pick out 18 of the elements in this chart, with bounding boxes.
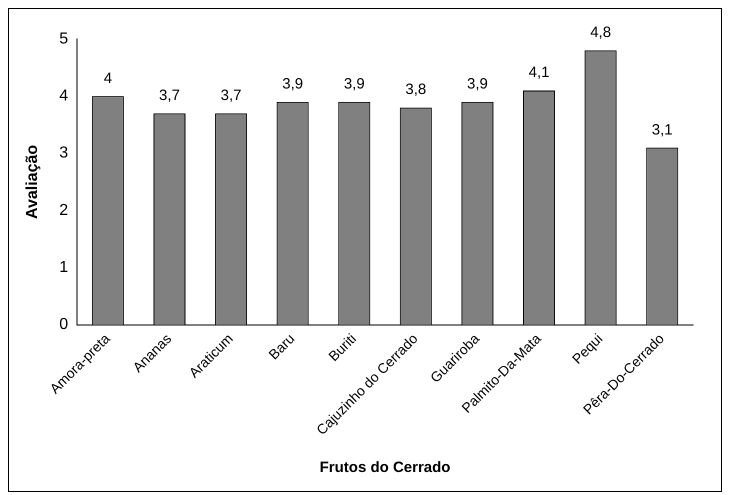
data-label: 3,8 xyxy=(405,81,426,98)
y-tick-label: 3 xyxy=(59,144,68,162)
y-tick-label: 1 xyxy=(59,259,68,276)
data-label: 3,1 xyxy=(652,121,673,138)
y-axis-title: Avaliação xyxy=(24,144,42,219)
data-label: 4,8 xyxy=(590,24,612,42)
data-label: 3,9 xyxy=(344,76,365,93)
y-tick-label: 0 xyxy=(59,316,68,334)
y-tick-label: 5 xyxy=(59,30,68,48)
x-axis-title: Frutos do Cerrado xyxy=(320,459,450,476)
data-label: 3,9 xyxy=(467,76,488,93)
data-label: 3,7 xyxy=(220,86,242,104)
data-label: 3,7 xyxy=(159,86,180,104)
y-tick-label: 4 xyxy=(59,88,68,105)
data-label: 4,1 xyxy=(528,64,550,82)
data-label: 3,9 xyxy=(282,76,304,93)
data-label: 4 xyxy=(104,70,112,87)
y-tick-label: 2 xyxy=(59,202,68,219)
